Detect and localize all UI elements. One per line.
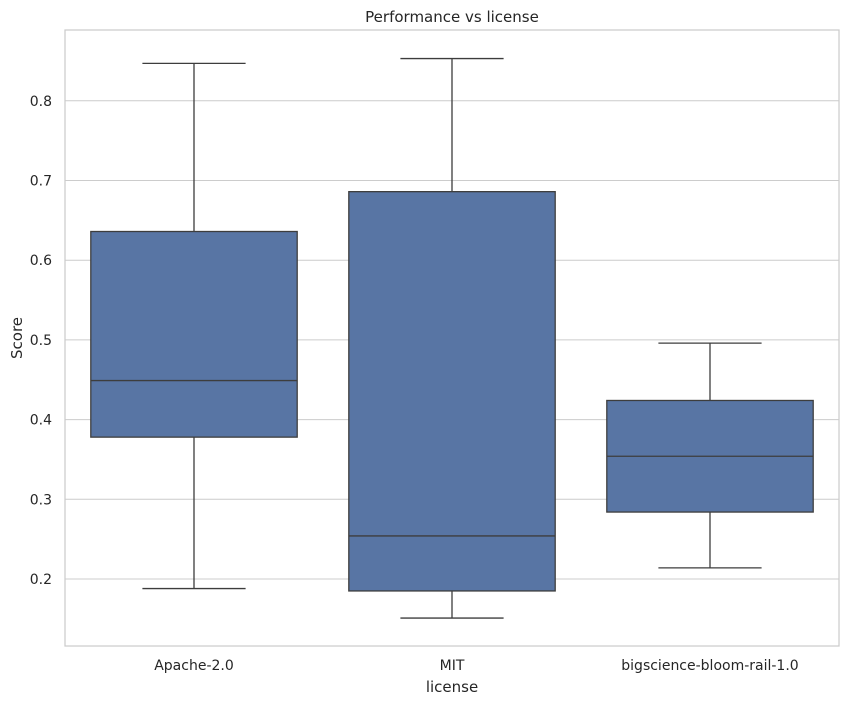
x-axis-label: license (426, 678, 478, 696)
y-tick-label: 0.5 (30, 333, 52, 349)
boxes (90, 57, 814, 619)
chart-title: Performance vs license (365, 8, 539, 26)
y-axis-label: Score (8, 317, 26, 359)
x-tick-labels: Apache-2.0 MIT bigscience-bloom-rail-1.0 (154, 658, 798, 674)
x-tick-label: MIT (440, 658, 465, 674)
plot-frame (64, 29, 840, 647)
box-2 (606, 342, 814, 569)
y-tick-labels: 0.2 0.3 0.4 0.5 0.6 0.7 0.8 (30, 94, 52, 588)
y-tick-label: 0.2 (30, 572, 52, 588)
x-tick-label: bigscience-bloom-rail-1.0 (621, 658, 798, 674)
iqr-box (348, 191, 556, 592)
y-tick-label: 0.8 (30, 94, 52, 110)
y-tick-label: 0.7 (30, 174, 52, 190)
y-tick-label: 0.4 (30, 413, 52, 429)
box-0 (90, 62, 298, 590)
box-1 (348, 57, 556, 619)
iqr-box (90, 230, 298, 438)
y-tick-label: 0.3 (30, 492, 52, 508)
y-tick-label: 0.6 (30, 253, 52, 269)
x-tick-label: Apache-2.0 (154, 658, 234, 674)
